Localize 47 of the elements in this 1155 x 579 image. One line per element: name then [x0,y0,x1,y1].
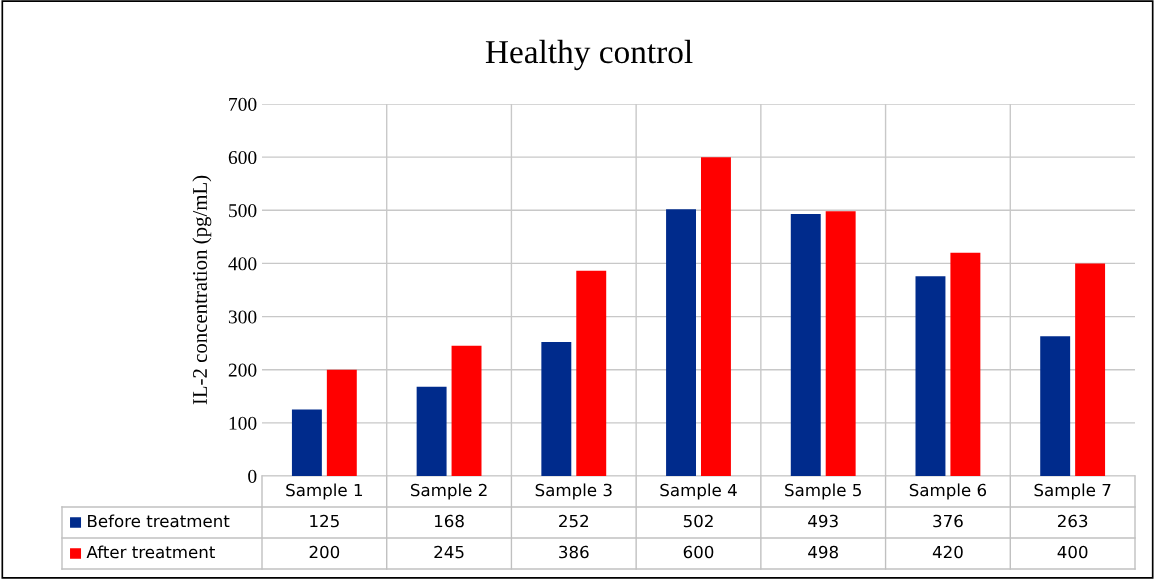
data-label: 200 [309,545,340,559]
data-label: 498 [808,545,838,559]
data-label: 125 [310,514,339,528]
bar [416,386,447,476]
x-tick-label: Sample 1 [286,483,363,500]
y-tick-label: 100 [229,416,257,430]
data-label: 400 [1057,545,1088,559]
chart-title: Healthy control [485,39,693,71]
data-label: 600 [683,545,714,559]
y-tick-label: 200 [228,363,257,377]
y-tick-label: 0 [248,469,257,483]
x-tick-label: Sample 2 [410,483,487,500]
x-tick-label: Sample 4 [660,483,737,500]
bar [1040,336,1071,476]
y-tick-label: 700 [229,97,257,111]
data-label: 493 [808,514,838,528]
bar [825,211,856,476]
legend-label: Before treatment [88,514,230,528]
bar [790,214,821,476]
legend-label: After treatment [86,545,215,559]
data-label: 386 [559,545,589,559]
bar [950,252,981,476]
x-tick-label: Sample 7 [1034,483,1111,500]
data-label: 252 [559,514,589,528]
data-label: 263 [1057,514,1088,528]
bar [700,157,731,476]
y-tick-label: 600 [228,150,257,165]
x-tick-label: Sample 3 [535,483,612,500]
data-label: 502 [683,514,713,528]
bar [666,209,697,476]
data-label: 168 [435,514,464,528]
y-tick-label: 300 [228,310,257,324]
bar [576,270,607,476]
x-tick-label: Sample 5 [785,483,861,500]
bar [1075,263,1106,476]
bar [326,369,357,476]
y-axis-title: IL-2 concentration (pg/mL) [192,175,212,405]
data-label: 376 [933,514,963,528]
y-tick-label: 400 [228,257,257,271]
data-label: 420 [932,545,963,559]
bar [451,345,482,476]
data-label: 245 [434,545,464,559]
bar [291,409,322,476]
x-tick-label: Sample 6 [909,483,987,500]
y-tick-label: 500 [229,204,257,218]
bar [915,276,946,476]
bar [541,342,572,476]
